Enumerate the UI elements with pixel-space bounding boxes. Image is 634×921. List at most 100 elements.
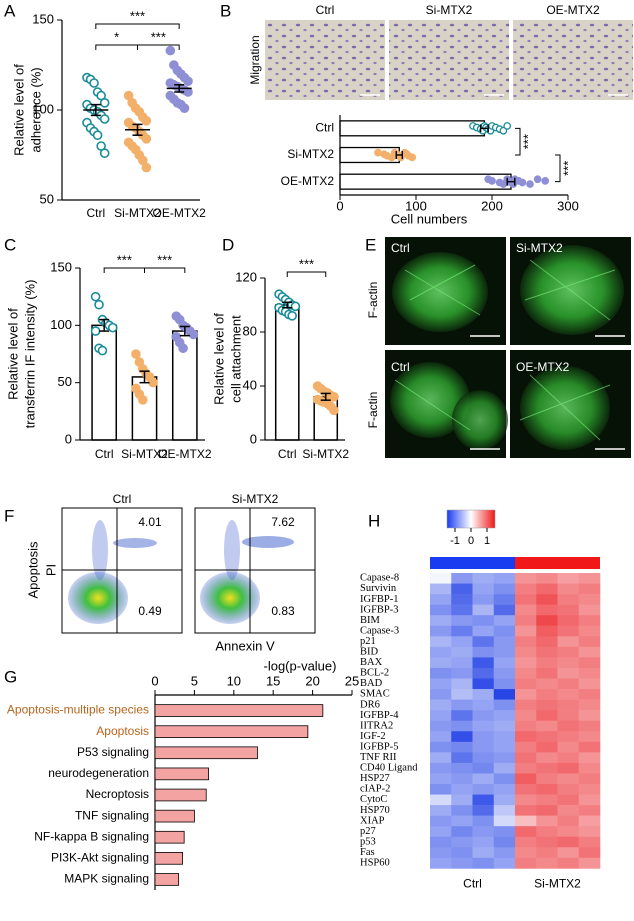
plot-title: Ctrl — [113, 492, 132, 506]
heatmap-cell — [472, 646, 495, 658]
bar — [154, 852, 183, 865]
y-axis-label: adherence (%) — [28, 67, 43, 152]
heatmap-cell — [536, 678, 558, 690]
y-tick-label: Si-MTX2 — [287, 147, 334, 161]
outer-label: Apoptosis — [25, 541, 40, 599]
row-label: IGF-2 — [360, 731, 386, 742]
heatmap-cell — [557, 636, 580, 648]
heatmap-cell — [493, 857, 516, 869]
image-title: Si-MTX2 — [426, 3, 473, 17]
heatmap-cell — [430, 720, 452, 732]
group-label: Si-MTX2 — [534, 877, 581, 891]
image-label: F-actin — [366, 282, 380, 319]
bar — [91, 324, 118, 441]
heatmap-cell — [557, 847, 580, 859]
heatmap-cell — [451, 689, 473, 700]
heatmap-cell — [451, 731, 473, 743]
significance-bracket — [555, 154, 561, 183]
heatmap-cell — [557, 678, 580, 690]
data-point — [290, 301, 301, 312]
heatmap-cell — [515, 604, 537, 616]
heatmap-cell — [515, 784, 537, 795]
row-label: IGFBP-3 — [360, 604, 399, 615]
heatmap-cell — [472, 731, 495, 743]
heatmap-cell — [515, 646, 537, 658]
heatmap-cell — [430, 773, 452, 785]
heatmap-cell — [472, 583, 495, 595]
heatmap-cell — [493, 815, 516, 827]
significance-bracket — [137, 44, 180, 50]
heatmap-cell — [472, 794, 495, 806]
bar — [154, 746, 258, 760]
heatmap-cell — [578, 657, 601, 669]
heatmap-cell — [493, 731, 516, 743]
group-label: Ctrl — [463, 877, 482, 891]
x-tick-label: 100 — [405, 198, 427, 213]
heatmap-cell — [578, 604, 601, 616]
heatmap-cell — [536, 731, 558, 743]
x-axis-label: Cell numbers — [391, 211, 468, 226]
heatmap-cell — [578, 731, 601, 743]
heatmap-cell — [472, 805, 495, 816]
heatmap-cell — [493, 646, 516, 658]
data-point — [183, 76, 193, 86]
y-axis-label: Relative level of — [11, 64, 26, 156]
heatmap-cell — [451, 836, 473, 848]
heatmap-cell — [472, 847, 495, 859]
heatmap-cell — [493, 678, 516, 690]
heatmap-cell — [451, 773, 473, 785]
heatmap-cell — [557, 699, 580, 711]
panel-letter: G — [4, 667, 17, 686]
heatmap-cell — [493, 762, 516, 774]
heatmap-cell — [578, 667, 601, 679]
heatmap-cell — [451, 678, 473, 690]
heatmap-cell — [578, 794, 601, 806]
quadrant-value: 4.01 — [138, 515, 162, 529]
heatmap-cell — [430, 762, 452, 774]
y-tick-label: 100 — [50, 317, 72, 332]
heatmap-cell — [430, 657, 452, 669]
x-axis-label: Annexin V — [215, 638, 275, 653]
group-bar — [430, 557, 515, 569]
row-label: TNF RII — [360, 752, 397, 763]
x-tick-label: 5 — [191, 673, 198, 688]
chart-title: -log(p-value) — [264, 658, 337, 673]
heatmap-cell — [472, 615, 495, 627]
heatmap-cell — [536, 604, 558, 616]
heatmap-cell — [430, 636, 452, 648]
heatmap-cell — [578, 615, 601, 627]
data-point — [107, 322, 118, 333]
data-point — [90, 291, 101, 302]
heatmap-cell — [536, 583, 558, 595]
y-tick-label: 100 — [32, 101, 54, 116]
y-tick-label: NF-kappa B signaling — [34, 829, 149, 843]
x-tick-label: 25 — [345, 673, 359, 688]
colorbar-tick-label: 0 — [468, 535, 474, 547]
heatmap-cell — [578, 583, 601, 595]
x-tick-label: Si-MTX2 — [114, 206, 161, 220]
heatmap-cell — [578, 826, 601, 838]
heatmap-cell — [430, 625, 452, 637]
quadrant-value: 7.62 — [271, 515, 295, 529]
heatmap-cell — [536, 710, 558, 721]
heatmap-cell — [430, 646, 452, 658]
y-tick-label: 50 — [58, 374, 72, 389]
y-tick-label: PI3K-Akt signaling — [51, 851, 149, 865]
heatmap-cell — [493, 794, 516, 806]
heatmap-cell — [472, 604, 495, 616]
heatmap-cell — [515, 636, 537, 648]
y-tick-label: 0 — [250, 431, 257, 446]
data-point — [97, 345, 108, 356]
heatmap-cell — [578, 805, 601, 816]
heatmap-cell — [493, 604, 516, 616]
y-tick-label: Ctrl — [315, 121, 334, 135]
heatmap-cell — [493, 615, 516, 627]
y-tick-label: Apoptosis-multiple species — [7, 703, 149, 717]
row-label: BID — [360, 647, 379, 658]
heatmap-cell — [536, 784, 558, 795]
cell — [452, 390, 508, 450]
row-label: BAD — [360, 678, 383, 689]
data-point — [131, 349, 141, 359]
heatmap-cell — [578, 689, 601, 700]
